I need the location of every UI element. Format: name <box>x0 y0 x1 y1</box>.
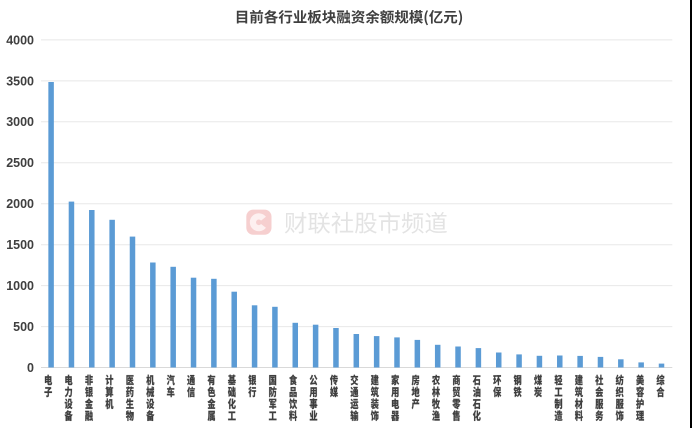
svg-text:3000: 3000 <box>6 115 34 129</box>
svg-text:2500: 2500 <box>6 156 34 170</box>
svg-text:0: 0 <box>27 361 34 375</box>
svg-text:1500: 1500 <box>6 238 34 252</box>
svg-text:2000: 2000 <box>6 197 34 211</box>
svg-text:3500: 3500 <box>6 74 34 88</box>
svg-text:500: 500 <box>13 320 34 334</box>
svg-text:1000: 1000 <box>6 279 34 293</box>
svg-text:4000: 4000 <box>6 33 34 47</box>
